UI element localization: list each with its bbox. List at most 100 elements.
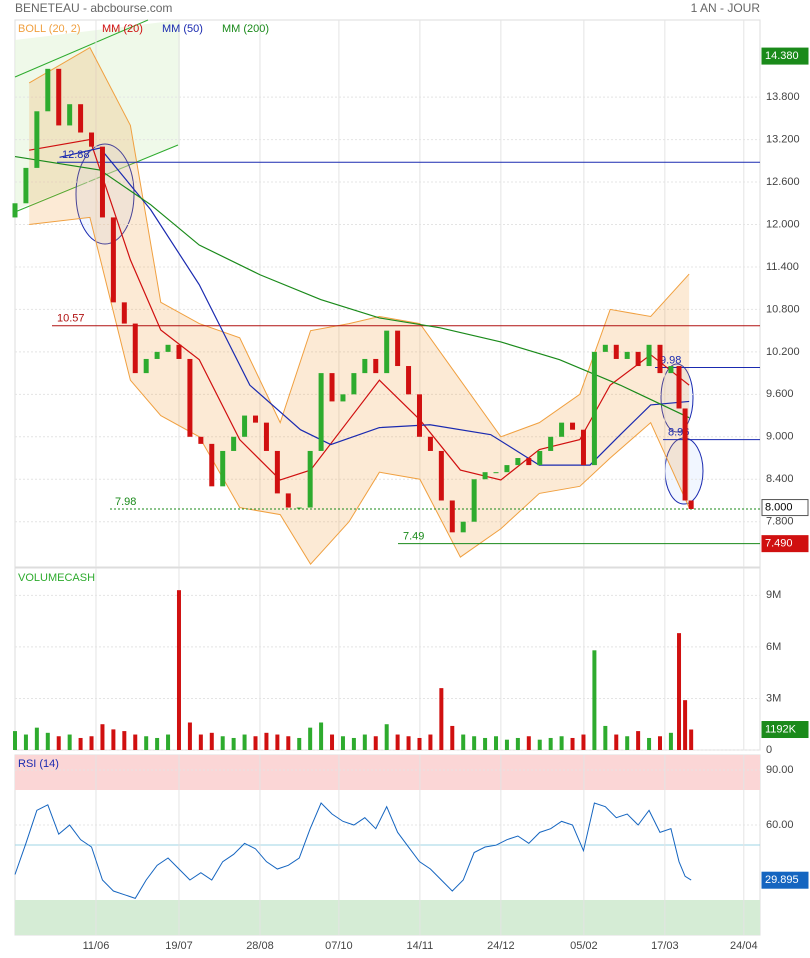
candle — [537, 450, 543, 466]
volume-bar — [683, 700, 688, 750]
candle — [613, 344, 619, 359]
y-tick-label: 10.200 — [766, 346, 800, 358]
candle — [56, 68, 62, 126]
volume-bar — [384, 724, 389, 750]
x-tick-label: 07/10 — [325, 940, 353, 952]
candle — [110, 217, 116, 303]
volume-bar — [209, 732, 214, 750]
volume-bar — [570, 737, 575, 750]
candle — [657, 344, 663, 374]
y-tick-label: 9M — [766, 589, 781, 601]
volume-bar — [67, 734, 72, 750]
value-badge — [761, 499, 809, 517]
volume-bar — [592, 650, 597, 750]
x-tick-label: 14/11 — [407, 940, 434, 952]
volume-bar — [559, 736, 564, 750]
candle — [373, 358, 379, 374]
value-badge-label: 1192K — [765, 723, 797, 735]
candle — [296, 507, 302, 509]
volume-bar — [297, 737, 302, 750]
volume-bar — [417, 737, 422, 750]
trend-line — [14, 144, 179, 213]
volume-bar — [330, 734, 335, 750]
volume-bar — [78, 737, 83, 750]
candle — [154, 351, 160, 359]
moving-average — [59, 147, 690, 466]
volume-bar — [537, 739, 542, 750]
volume-bar — [242, 734, 247, 750]
candle — [67, 104, 73, 126]
candle — [682, 408, 688, 501]
volume-bar — [351, 737, 356, 750]
volume-bar — [166, 734, 171, 750]
level-label: 7.98 — [115, 496, 136, 508]
candle — [580, 429, 586, 466]
legend-entry: MM (200) — [222, 23, 269, 35]
y-tick-label: 6M — [766, 641, 781, 653]
candle — [362, 358, 368, 374]
candle — [263, 422, 269, 451]
value-badge-label: 14.380 — [765, 50, 799, 62]
volume-bar — [603, 725, 608, 750]
candle — [504, 465, 510, 473]
overbought-zone — [15, 755, 760, 790]
volume-bar — [45, 732, 50, 750]
candle — [89, 132, 95, 147]
page-title: BENETEAU - abcbourse.com — [15, 1, 172, 15]
volume-bar — [483, 737, 488, 750]
candle — [23, 167, 29, 204]
volume-bar — [472, 736, 477, 750]
volume-bar — [428, 734, 433, 750]
volume-bar — [56, 736, 61, 750]
candle — [329, 373, 335, 402]
candle — [34, 111, 40, 168]
volume-bar — [340, 736, 345, 750]
volume-bar — [647, 737, 652, 750]
candle — [165, 344, 171, 352]
level-label: 9.98 — [660, 354, 681, 366]
candle — [646, 344, 652, 367]
candle — [416, 394, 422, 437]
candle — [351, 373, 357, 395]
candle — [176, 344, 182, 359]
candle — [591, 351, 597, 466]
candle — [12, 203, 18, 218]
candle — [493, 472, 499, 474]
price-pane — [14, 19, 761, 568]
trend-line — [14, 19, 149, 78]
y-tick-label: 7.800 — [766, 516, 794, 528]
moving-average — [14, 155, 690, 419]
y-tick-label: 9.600 — [766, 388, 794, 400]
candle — [143, 358, 149, 374]
volume-bar — [636, 731, 641, 750]
y-tick-label: 10.800 — [766, 303, 800, 315]
y-tick-label: 13.200 — [766, 133, 800, 145]
y-tick-label: 12.000 — [766, 218, 800, 230]
candle — [78, 104, 84, 133]
candle — [559, 422, 565, 437]
candle — [624, 351, 630, 359]
candle — [231, 436, 237, 451]
candle — [99, 146, 105, 218]
value-badge — [761, 47, 809, 65]
candle — [253, 415, 259, 423]
volume-bar — [253, 736, 258, 750]
x-tick-label: 05/02 — [570, 940, 598, 952]
y-tick-label: 9.000 — [766, 431, 794, 443]
value-badge-label: 8.000 — [765, 501, 793, 513]
candle — [668, 366, 674, 374]
candle — [515, 458, 521, 466]
candle — [449, 500, 455, 533]
volume-bar — [100, 724, 105, 750]
candle — [471, 479, 477, 522]
candle — [187, 358, 193, 437]
volume-bar — [133, 734, 138, 750]
candle — [676, 366, 682, 409]
volume-bar — [406, 736, 411, 750]
x-tick-label: 17/03 — [651, 940, 679, 952]
candle — [45, 68, 51, 112]
level-label: 7.49 — [403, 531, 424, 543]
volume-bar — [677, 633, 682, 750]
candle — [570, 422, 576, 430]
candle — [427, 436, 433, 451]
